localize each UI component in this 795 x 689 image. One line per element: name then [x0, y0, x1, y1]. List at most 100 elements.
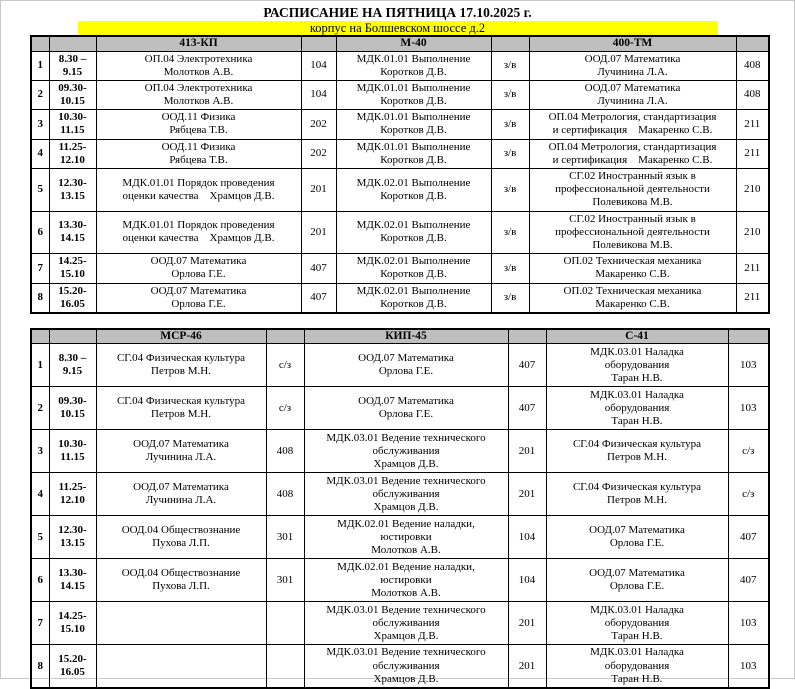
room-cell: 210	[735, 210, 770, 255]
room-cell: 407	[507, 386, 547, 431]
room-cell: 407	[507, 343, 547, 388]
subject-teacher-cell: ООД.07 Математика Лучинина Л.А.	[95, 472, 267, 517]
subject-teacher-cell: МДК.02.01 Ведение наладки, юстировки Мол…	[303, 515, 509, 560]
lesson-number-cell: 1	[30, 50, 50, 81]
lesson-number-cell: 3	[30, 109, 50, 140]
lesson-number-cell: 3	[30, 429, 50, 474]
lesson-time-cell: 13.30- 14.15	[48, 210, 97, 255]
subject-teacher-cell: СГ.04 Физическая культура Петров М.Н.	[545, 429, 729, 474]
lesson-time-cell: 11.25- 12.10	[48, 472, 97, 517]
subject-teacher-cell: ООД.07 Математика Лучинина Л.А.	[528, 50, 737, 81]
room-header-cell	[727, 328, 770, 345]
lesson-number-cell: 2	[30, 386, 50, 431]
room-cell: 301	[265, 515, 305, 560]
lesson-row: 7 14.25- 15.10 ООД.07 Математика Орлова Г.…	[30, 253, 770, 284]
subject-teacher-cell: ООД.07 Математика Орлова Г.Е.	[95, 253, 302, 284]
subject-teacher-cell: ОП.04 Метрология, стандартизация и серти…	[528, 109, 737, 140]
group-header-row: 413-КП М-40 400-ТМ	[30, 35, 770, 52]
room-cell: 103	[727, 644, 770, 689]
subject-teacher-cell: МДК.01.01 Порядок проведения оценки каче…	[95, 210, 302, 255]
group-name-cell: КИП-45	[303, 328, 509, 345]
group-name-cell: 400-ТМ	[528, 35, 737, 52]
subject-teacher-cell: СГ.04 Физическая культура Петров М.Н.	[95, 343, 267, 388]
lesson-number-cell: 6	[30, 558, 50, 603]
room-cell: 211	[735, 253, 770, 284]
lesson-time-cell: 13.30- 14.15	[48, 558, 97, 603]
time-header-cell	[48, 328, 97, 345]
subject-teacher-cell: ООД.07 Математика Орлова Г.Е.	[545, 558, 729, 603]
lesson-time-cell: 8.30 – 9.15	[48, 343, 97, 388]
subject-teacher-cell: МДК.01.01 Выполнение Коротков Д.В.	[335, 138, 492, 170]
group-name-cell: 413-КП	[95, 35, 302, 52]
room-cell: з/в	[490, 210, 530, 255]
subject-teacher-cell: ОП.04 Электротехника Молотков А.В.	[95, 79, 302, 111]
room-header-cell	[490, 35, 530, 52]
subject-teacher-cell: МДК.02.01 Выполнение Коротков Д.В.	[335, 210, 492, 255]
subject-teacher-cell: МДК.03.01 Ведение технического обслужива…	[303, 601, 509, 646]
room-cell: 103	[727, 343, 770, 388]
room-cell: 407	[727, 515, 770, 560]
room-cell: 408	[735, 79, 770, 111]
room-cell: 301	[265, 558, 305, 603]
room-cell: 407	[300, 253, 337, 284]
lesson-time-cell: 15.20- 16.05	[48, 644, 97, 689]
room-cell: 210	[735, 168, 770, 212]
room-cell: з/в	[490, 138, 530, 170]
schedule-table-top: 413-КП М-40 400-ТМ 1 8.30 – 9.15 ОП.04 Электр…	[30, 35, 770, 314]
room-cell: з/в	[490, 50, 530, 81]
subject-teacher-cell: МДК.01.01 Выполнение Коротков Д.В.	[335, 50, 492, 81]
lesson-time-cell: 10.30- 11.15	[48, 429, 97, 474]
subject-teacher-cell: ООД.07 Математика Орлова Г.Е.	[95, 282, 302, 314]
room-cell: 104	[507, 558, 547, 603]
lesson-number-cell: 4	[30, 472, 50, 517]
subject-teacher-cell: ООД.07 Математика Орлова Г.Е.	[303, 386, 509, 431]
corner-cell	[30, 328, 50, 345]
room-cell: 211	[735, 109, 770, 140]
subject-teacher-cell: МДК.03.01 Наладка оборудования Таран Н.В…	[545, 343, 729, 388]
room-cell: с/з	[727, 472, 770, 517]
lesson-number-cell: 5	[30, 515, 50, 560]
lesson-number-cell: 7	[30, 601, 50, 646]
schedule-table-bottom: МСР-46 КИП-45 С-41 1 8.30 – 9.15 СГ.04 Физиче…	[30, 327, 770, 689]
lesson-row: 5 12.30- 13.15 МДК.01.01 Порядок проведени…	[30, 168, 770, 212]
time-header-cell	[48, 35, 97, 52]
room-cell: 201	[300, 210, 337, 255]
lesson-row: 8 15.20- 16.05 ООД.07 Математика Орлова Г.…	[30, 282, 770, 314]
subject-teacher-cell: ООД.04 Обществознание Пухова Л.П.	[95, 558, 267, 603]
lesson-number-cell: 8	[30, 282, 50, 314]
lesson-time-cell: 10.30- 11.15	[48, 109, 97, 140]
subject-teacher-cell: ООД.07 Математика Орлова Г.Е.	[303, 343, 509, 388]
room-cell: 407	[727, 558, 770, 603]
lesson-time-cell: 14.25- 15.10	[48, 601, 97, 646]
lesson-time-cell: 12.30- 13.15	[48, 168, 97, 212]
group-name-cell: С-41	[545, 328, 729, 345]
room-cell: 408	[265, 429, 305, 474]
lesson-row: 6 13.30- 14.15 ООД.04 Обществознание Пухов…	[30, 558, 770, 603]
subject-teacher-cell: МДК.01.01 Порядок проведения оценки каче…	[95, 168, 302, 212]
subject-teacher-cell: МДК.03.01 Наладка оборудования Таран Н.В…	[545, 601, 729, 646]
subject-teacher-cell: ОП.02 Техническая механика Макаренко С.В…	[528, 282, 737, 314]
room-header-cell	[265, 328, 305, 345]
room-cell: 201	[300, 168, 337, 212]
subject-teacher-cell: СГ.02 Иностранный язык в профессионально…	[528, 210, 737, 255]
lesson-number-cell: 7	[30, 253, 50, 284]
subject-teacher-cell: СГ.04 Физическая культура Петров М.Н.	[545, 472, 729, 517]
room-cell: 211	[735, 138, 770, 170]
lesson-time-cell: 11.25- 12.10	[48, 138, 97, 170]
subject-teacher-cell: МДК.03.01 Наладка оборудования Таран Н.В…	[545, 644, 729, 689]
room-cell: 201	[507, 601, 547, 646]
lesson-row: 4 11.25- 12.10 ООД.07 Математика Лучинина …	[30, 472, 770, 517]
subject-teacher-cell	[95, 644, 267, 689]
lesson-number-cell: 4	[30, 138, 50, 170]
subject-teacher-cell: ООД.11 Физика Рябцева Т.В.	[95, 109, 302, 140]
room-cell: 407	[300, 282, 337, 314]
lesson-row: 8 15.20- 16.05 МДК.03.01 Ведение техническ…	[30, 644, 770, 689]
room-cell: 202	[300, 138, 337, 170]
subject-teacher-cell: МДК.02.01 Ведение наладки, юстировки Мол…	[303, 558, 509, 603]
subject-teacher-cell: ОП.02 Техническая механика Макаренко С.В…	[528, 253, 737, 284]
room-cell: 201	[507, 644, 547, 689]
subject-teacher-cell: МДК.02.01 Выполнение Коротков Д.В.	[335, 168, 492, 212]
lesson-number-cell: 2	[30, 79, 50, 111]
room-header-cell	[507, 328, 547, 345]
